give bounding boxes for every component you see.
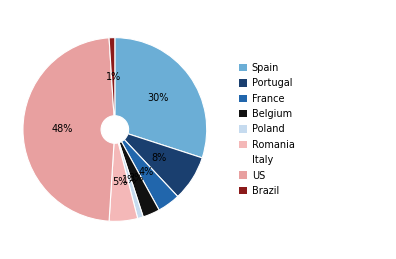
Text: 8%: 8%: [152, 153, 167, 163]
Text: 48%: 48%: [51, 125, 73, 134]
Wedge shape: [118, 143, 143, 219]
Wedge shape: [23, 38, 114, 221]
Wedge shape: [119, 142, 159, 217]
Text: 1%: 1%: [106, 72, 121, 82]
Text: 4%: 4%: [138, 167, 154, 177]
Wedge shape: [124, 134, 202, 197]
Text: 30%: 30%: [147, 93, 168, 103]
Text: 5%: 5%: [112, 177, 128, 187]
Legend: Spain, Portugal, France, Belgium, Poland, Romania, Italy, US, Brazil: Spain, Portugal, France, Belgium, Poland…: [239, 63, 295, 196]
Wedge shape: [115, 38, 207, 158]
Wedge shape: [122, 140, 178, 210]
Wedge shape: [109, 38, 115, 116]
Text: 1%: 1%: [122, 175, 137, 185]
Wedge shape: [109, 143, 138, 221]
Text: 3%: 3%: [128, 173, 143, 183]
